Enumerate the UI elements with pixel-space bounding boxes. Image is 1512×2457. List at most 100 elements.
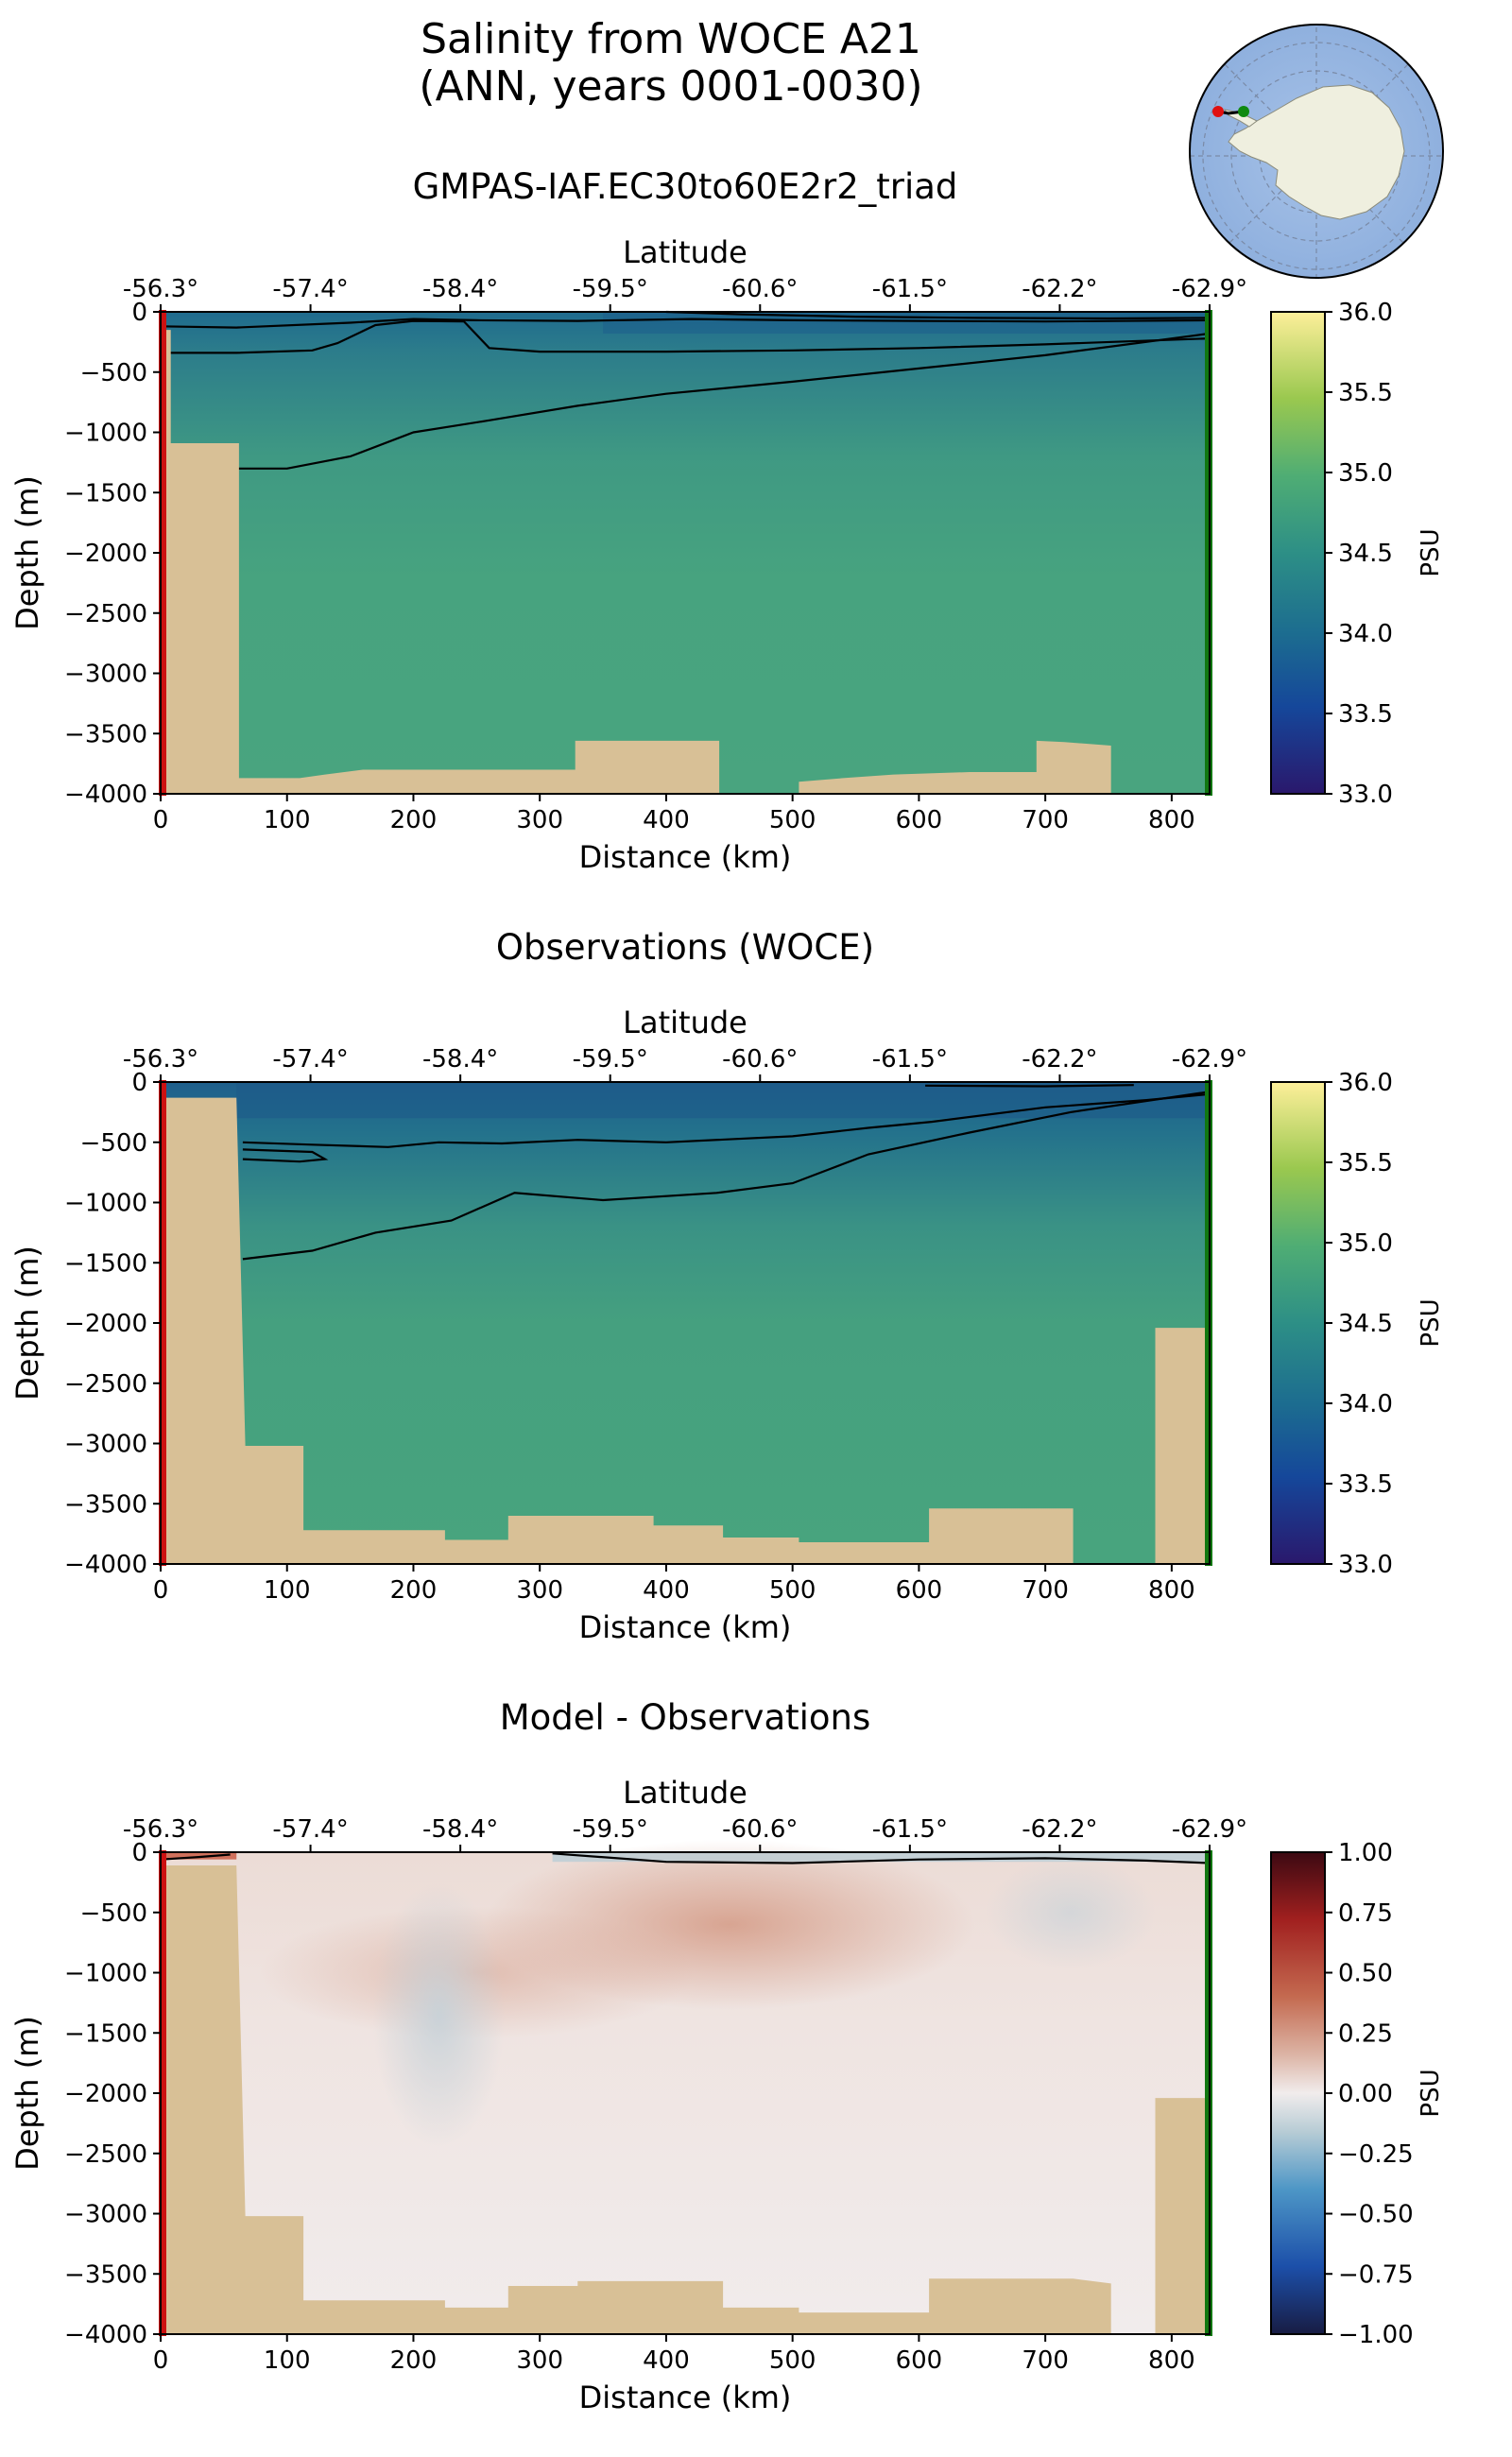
x-tick-label: 500 (769, 806, 816, 834)
contour-line (160, 318, 1211, 329)
colorbar-tick-label: 33.0 (1338, 781, 1393, 809)
y-tick-label: −3000 (64, 661, 147, 689)
colorbar (1270, 1851, 1326, 2335)
antarctica-landmass (1228, 84, 1405, 220)
y-tick-label: −2500 (64, 1370, 147, 1399)
contour-line (160, 1853, 231, 1861)
y-tick-label: −1500 (64, 2019, 147, 2048)
x-tick-label: 800 (1148, 2346, 1195, 2375)
y-tick-label: −500 (80, 1899, 147, 1928)
colorbar-label: PSU (1417, 528, 1445, 576)
colorbar-tick-label: 1.00 (1338, 1839, 1393, 1867)
x-tick-label: 400 (643, 1576, 690, 1605)
x-tick-label: 600 (896, 806, 943, 834)
colorbar-label: PSU (1417, 1298, 1445, 1347)
x-tick-label: 500 (769, 1576, 816, 1605)
y-tick-label: −2000 (64, 2080, 147, 2108)
latitude-tick-label: -58.4° (422, 275, 498, 303)
latitude-tick-label: -62.2° (1022, 275, 1097, 303)
red-dot-icon (1212, 106, 1224, 117)
x-tick-label: 300 (516, 806, 563, 834)
colorbar-tick-label: 34.5 (1338, 1310, 1393, 1338)
colorbar-tick-label: −0.50 (1338, 2201, 1414, 2229)
x-tick-label: 100 (264, 2346, 311, 2375)
contour-line (242, 1091, 1211, 1261)
x-tick-label: 800 (1148, 806, 1195, 834)
x-axis-label: Distance (km) (579, 1609, 792, 1645)
section-start-marker (159, 1080, 166, 1566)
bathymetry (161, 1865, 1210, 2334)
latitude-tick-label: -57.4° (272, 1045, 348, 1074)
latitude-tick-label: -56.3° (123, 1815, 198, 1844)
colorbar-label: PSU (1417, 2069, 1445, 2117)
y-axis-label: Depth (m) (9, 1246, 45, 1400)
colorbar-tick-label: 33.0 (1338, 1551, 1393, 1579)
latitude-tick-label: -62.2° (1022, 1045, 1097, 1074)
salinity-field (161, 1082, 1210, 1564)
latitude-tick-label: -61.5° (872, 1815, 948, 1844)
x-tick-label: 700 (1022, 806, 1069, 834)
x-tick-label: 400 (643, 806, 690, 834)
panel-title: Model - Observations (500, 1697, 871, 1738)
x-tick-label: 0 (153, 1576, 169, 1605)
negative-anomaly (372, 1882, 506, 2148)
surface-positive-layer (161, 1852, 237, 1860)
y-tick-label: −2500 (64, 2140, 147, 2169)
y-tick-label: −3000 (64, 1431, 147, 1459)
colorbar-tick-label: 33.5 (1338, 700, 1393, 729)
colorbar-tick-label: 34.5 (1338, 540, 1393, 568)
panel-3: Model - Observations 0 100 200 300 400 500 600 7… (9, 1697, 1445, 2415)
colorbar-tick-label: −0.25 (1338, 2140, 1414, 2169)
panel-1: GMPAS-IAF.EC30to60E2r2_triad 0 100 200 300 40… (9, 166, 1445, 875)
contour-line (242, 1092, 1211, 1148)
surface-fresh-layer (236, 1082, 1210, 1119)
colorbar-tick-label: 0.75 (1338, 1899, 1393, 1928)
panel-title: GMPAS-IAF.EC30to60E2r2_triad (413, 166, 958, 207)
x-tick-label: 0 (153, 806, 169, 834)
colorbar-tick-label: 33.5 (1338, 1470, 1393, 1499)
y-tick-label: −1500 (64, 1249, 147, 1278)
colorbar-tick-label: 0.00 (1338, 2080, 1393, 2108)
colorbar-tick-label: 35.5 (1338, 1149, 1393, 1177)
latitude-tick-label: -60.6° (722, 1045, 798, 1074)
surface-fresh-layer (603, 312, 1210, 334)
latitude-tick-label: -56.3° (123, 275, 198, 303)
colorbar-tick-label: 0.25 (1338, 2019, 1393, 2048)
y-tick-label: −3500 (64, 2260, 147, 2289)
y-tick-label: 0 (131, 1069, 147, 1097)
latitude-tick-label: -60.6° (722, 275, 798, 303)
latitude-tick-label: -59.5° (573, 1815, 648, 1844)
y-tick-label: −2000 (64, 1310, 147, 1338)
y-tick-label: −500 (80, 1129, 147, 1158)
green-dot-icon (1238, 106, 1249, 117)
colorbar-tick-label: 0.50 (1338, 1960, 1393, 1988)
x-axis-label: Distance (km) (579, 839, 792, 875)
x-tick-label: 700 (1022, 2346, 1069, 2375)
x-tick-label: 300 (516, 2346, 563, 2375)
y-tick-label: −3000 (64, 2201, 147, 2229)
y-tick-label: −1500 (64, 479, 147, 507)
contour-line (552, 1852, 1211, 1864)
colorbar-tick-label: 35.0 (1338, 459, 1393, 488)
x-tick-label: 0 (153, 2346, 169, 2375)
y-tick-label: 0 (131, 1839, 147, 1867)
colorbar-tick-label: 34.0 (1338, 620, 1393, 648)
x-tick-label: 100 (264, 806, 311, 834)
x-tick-label: 800 (1148, 1576, 1195, 1605)
colorbar-tick-label: −1.00 (1338, 2321, 1414, 2349)
latitude-tick-label: -58.4° (422, 1045, 498, 1074)
y-tick-label: −2000 (64, 540, 147, 568)
inset-map-border (1189, 24, 1444, 279)
contour-line (161, 319, 1211, 354)
latitude-tick-label: -59.5° (573, 1045, 648, 1074)
latitude-tick-label: -57.4° (272, 275, 348, 303)
x-tick-label: 600 (896, 1576, 943, 1605)
figure-title-line2: (ANN, years 0001-0030) (419, 62, 922, 111)
latitude-tick-label: -58.4° (422, 1815, 498, 1844)
contour-line (242, 1148, 329, 1163)
latitude-tick-label: -56.3° (123, 1045, 198, 1074)
contour-line (925, 1084, 1134, 1088)
contour-line (236, 332, 1211, 470)
y-tick-label: −1000 (64, 1960, 147, 1988)
